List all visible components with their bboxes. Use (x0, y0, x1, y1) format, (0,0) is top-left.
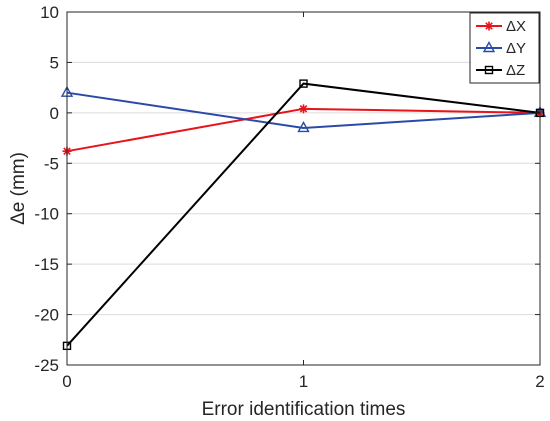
legend: ΔX ΔY ΔZ (469, 12, 540, 84)
x-tick-label: 2 (535, 372, 544, 391)
data-point (297, 121, 310, 133)
plot-area (67, 12, 540, 365)
series-line (66, 91, 541, 129)
legend-marker (484, 65, 494, 75)
y-tick-label: -20 (34, 306, 59, 325)
legend-item: ΔX (476, 18, 526, 35)
y-tick-label: 5 (50, 53, 59, 72)
legend-item: ΔZ (476, 62, 525, 79)
y-tick-label: 10 (40, 3, 59, 22)
y-axis-label: Δe (mm) (8, 152, 29, 225)
y-tick-label: -10 (34, 205, 59, 224)
legend-label: ΔY (506, 40, 526, 57)
y-tick-label: -5 (44, 154, 59, 173)
series-line (66, 82, 541, 347)
data-point (299, 79, 308, 88)
legend-marker (484, 21, 494, 31)
data-point (299, 104, 308, 114)
y-tick-label: 0 (50, 104, 59, 123)
legend-label: ΔX (506, 18, 526, 35)
y-tick-label: -15 (34, 255, 59, 274)
y-tick-label: -25 (34, 356, 59, 375)
grid-lines (67, 61, 540, 316)
x-tick-label: 0 (62, 372, 71, 391)
legend-label: ΔZ (506, 62, 525, 79)
x-axis-label: Error identification times (202, 399, 406, 420)
x-tick-label: 1 (299, 372, 308, 391)
legend-marker (482, 41, 496, 53)
legend-item: ΔY (476, 40, 526, 57)
